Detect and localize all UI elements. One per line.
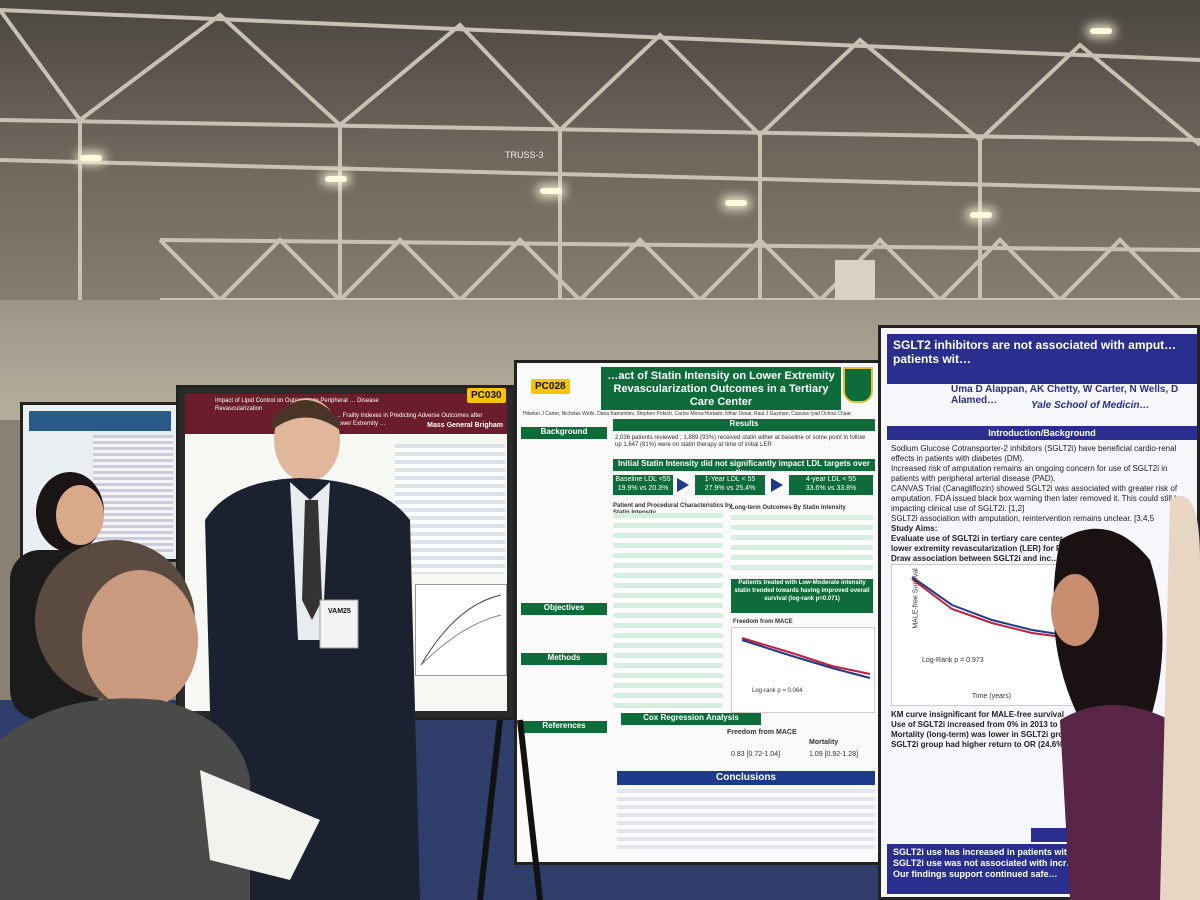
ldl-baseline-label: Baseline LDL <55 [615, 476, 671, 483]
poster-middle-table [395, 444, 505, 574]
intro-bullet: CANVAS Trial (Canagliflozin) showed SGLT… [891, 484, 1183, 513]
mace-logrank: Log-rank p = 0.064 [752, 688, 803, 694]
poster-center-results-head: Results [613, 419, 875, 431]
poster-middle-curves [420, 594, 502, 666]
mace-title: Freedom from MACE [733, 619, 793, 625]
arrow-right-icon [771, 478, 783, 492]
poster-center-title: …act of Statin Intensity on Lower Extrem… [601, 367, 841, 410]
km-xlabel: Time (years) [972, 693, 1012, 700]
aim-item: Draw association between SGLT2i and inc… [891, 554, 1059, 563]
cox-title: Cox Regression Analysis [621, 713, 761, 725]
conclusion-item: Our findings support continued safe… [893, 869, 1058, 879]
poster-middle-logo: Mass General Brigham [427, 422, 503, 429]
intro-bullet: Increased risk of amputation remains an … [891, 464, 1168, 483]
poster-left-header [29, 411, 171, 431]
poster-middle-tag: PC030 [467, 388, 506, 403]
poster-center: PC028 …act of Statin Intensity on Lower … [514, 360, 884, 865]
poster-center-methods-head: Methods [521, 653, 607, 665]
ceiling-light [725, 200, 747, 206]
aim-item: lower extremity revascularization (LER) … [891, 544, 1073, 553]
results-bullet: SGLT2i group had higher return to OR (24… [891, 740, 1096, 749]
poster-center-references-head: References [521, 721, 607, 733]
poster-center-conclusions-head: Conclusions [617, 771, 875, 785]
woman-face [56, 485, 104, 545]
poster-center-authors: Hilarion J Carter, Nicholas Wells, Dana … [523, 411, 852, 417]
poster-right-school: Yale School of Medicin… [1031, 400, 1150, 411]
vam-badge: VAM25 [324, 606, 355, 617]
cox-val-mortality: 1.09 [0.92-1.28] [809, 751, 859, 758]
conclusion-item: SGLT2i use was not associated with incr… [893, 858, 1076, 868]
poster-center-background-head: Background [521, 427, 607, 439]
aims-head: Study Aims: [891, 524, 938, 533]
easel-leg [477, 719, 543, 900]
km-chart: MALE-free Survival Log-Rank p = 0.973 Ti… [891, 564, 1083, 706]
results-bullet: Mortality (long-term) was lower in SGLT2… [891, 730, 1084, 739]
ceiling-truss: TRUSS-3 [0, 8, 1200, 340]
mace-chart: Log-rank p = 0.064 [731, 627, 875, 713]
characteristics-table [613, 513, 723, 713]
ldl-box-1year: 1-Year LDL < 55 27.9% vs 25.4% [695, 475, 765, 495]
arrow-right-icon [677, 478, 689, 492]
results-bullet: KM curve insignificant for MALE-free sur… [891, 710, 1064, 719]
intro-bullet: Sodium Glucose Cotransporter-2 inhibitor… [891, 444, 1177, 463]
ldl-4year-label: 4-year LDL < 55 [805, 476, 857, 483]
ceiling-light [80, 155, 102, 161]
cox-col-mace: Freedom from MACE [727, 729, 797, 736]
cox-val-mace: 0.83 [0.72-1.04] [731, 751, 781, 758]
person-edge-right [1160, 496, 1200, 900]
mace-curves [741, 637, 871, 679]
survival-note: Patients treated with Low-Moderate inten… [731, 579, 873, 613]
poster-middle-subtitle: … Frailty Indexes in Predicting Adverse … [335, 413, 483, 427]
conclusions-text [617, 789, 875, 849]
presenter-tie [302, 500, 322, 620]
ceiling-light [1090, 28, 1112, 34]
poster-middle-chart [415, 584, 507, 676]
intro-head: Introduction/Background [887, 426, 1197, 440]
man-suit [0, 698, 250, 900]
poster-center-objectives-head: Objectives [521, 603, 607, 615]
results-block: KM curve insignificant for MALE-free sur… [891, 710, 1197, 750]
km-logrank: Log-Rank p = 0.973 [922, 657, 984, 664]
results-bullet: Use of SGLT2i increased from 0% in 2013 … [891, 720, 1093, 729]
ceiling-light [540, 188, 562, 194]
intro-bullet: SGLT2i association with amputation, rein… [891, 514, 1155, 523]
cox-col-mortality: Mortality [809, 739, 839, 746]
woman-right-face [1051, 574, 1099, 646]
ldl-box-baseline: Baseline LDL <55 19.9% vs 20.3% [613, 475, 673, 495]
ldl-1year-label: 1-Year LDL < 55 [704, 476, 756, 483]
aim-item: Evaluate use of SGLT2i in tertiary care … [891, 534, 1063, 543]
ldl-baseline-value: 19.9% vs 20.3% [617, 485, 669, 492]
man-face [82, 570, 198, 710]
truss-label: TRUSS-3 [505, 150, 544, 160]
ldl-box-4year: 4-year LDL < 55 33.6% vs 33.8% [789, 475, 873, 495]
poster-center-results-text: 2,036 patients reviewed ; 1,889 (93%) re… [615, 435, 866, 448]
km-curves [911, 576, 1078, 640]
poster-left-table [93, 435, 173, 555]
ldl-1year-value: 27.9% vs 25.4% [704, 485, 756, 492]
outcomes-table [731, 515, 873, 575]
woman-right-top [1060, 705, 1180, 900]
poster-center-tag: PC028 [531, 379, 570, 394]
poster-right-title: SGLT2 inhibitors are not associated with… [887, 334, 1197, 384]
aims-block: Study Aims: Evaluate use of SGLT2i in te… [891, 524, 1197, 564]
poster-center-finding: Initial Statin Intensity did not signifi… [613, 459, 875, 477]
ceiling-light [325, 176, 347, 182]
shield-icon [843, 367, 873, 403]
intro-bullets: Sodium Glucose Cotransporter-2 inhibitor… [891, 444, 1197, 524]
people-group [0, 398, 1200, 900]
conclusion-item: SGLT2i use has increased in patients wit… [893, 847, 1082, 857]
ldl-4year-value: 33.6% vs 33.8% [805, 485, 857, 492]
presenter-hair [272, 400, 340, 430]
outcomes-title: Long-term Outcomes By Statin Intensity [731, 505, 846, 511]
paper-handout [200, 770, 320, 880]
poster-right-authors: Uma D Alappan, AK Chetty, W Carter, N We… [951, 384, 1179, 406]
ceiling-light [970, 212, 992, 218]
